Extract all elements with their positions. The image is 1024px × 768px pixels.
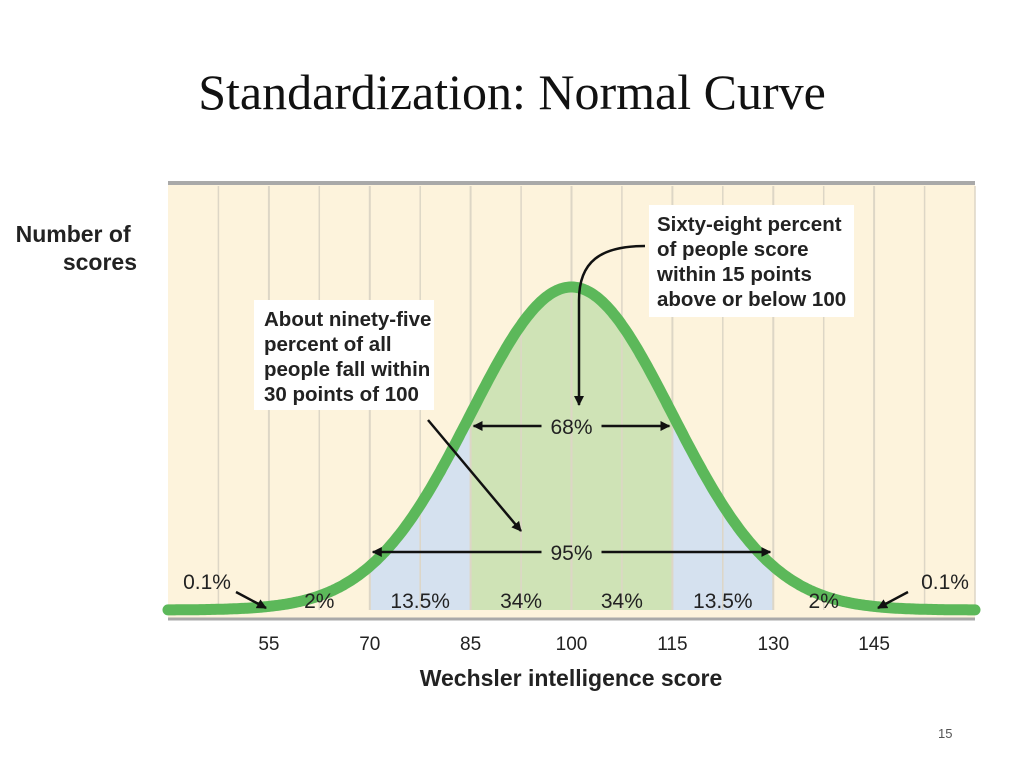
callout-95-line-4: 30 points of 100 <box>264 383 419 406</box>
callout-68-line-2: of people score <box>657 238 809 261</box>
region-label-1: 2% <box>304 590 334 613</box>
region-label-7: 0.1% <box>921 571 969 594</box>
region-label-4: 34% <box>601 590 643 613</box>
page-number: 15 <box>938 726 953 741</box>
region-label-6: 2% <box>809 590 839 613</box>
range-arrow-label-1: 95% <box>550 542 592 565</box>
x-tick-label-55: 55 <box>258 634 279 655</box>
callout-68-line-3: within 15 points <box>656 263 812 286</box>
normal-curve <box>162 281 981 616</box>
region-label-5: 13.5% <box>693 590 753 613</box>
x-tick-label-130: 130 <box>757 634 789 655</box>
callout-68-line-4: above or below 100 <box>657 288 846 311</box>
x-tick-label-85: 85 <box>460 634 481 655</box>
x-tick-label-115: 115 <box>657 634 687 655</box>
y-axis-label-line-2: scores <box>63 249 137 275</box>
callout-68-line-1: Sixty-eight percent <box>657 213 842 236</box>
callout-95-line-2: percent of all <box>264 333 392 356</box>
callout-95-box <box>254 300 434 410</box>
callout-95-text: About ninety-five percent of all people … <box>264 308 437 406</box>
tail-pointer-left <box>235 590 267 610</box>
range-arrow-label-0: 68% <box>550 416 592 439</box>
region-label-2: 13.5% <box>390 590 450 613</box>
callout-95-line-3: people fall within <box>264 358 430 381</box>
x-axis-label: Wechsler intelligence score <box>420 665 723 691</box>
callout-95-pointer <box>427 419 522 532</box>
x-tick-label-70: 70 <box>359 634 380 655</box>
callout-68-pointer <box>574 244 646 406</box>
y-axis-label-line-1: Number of <box>16 221 131 247</box>
tail-pointer-right <box>877 590 909 610</box>
region-label-3: 34% <box>500 590 542 613</box>
region-label-0: 0.1% <box>183 571 231 594</box>
callout-68-box <box>649 205 854 317</box>
x-tick-label-100: 100 <box>556 634 588 655</box>
slide-title: Standardization: Normal Curve <box>198 64 826 120</box>
y-axis-label: Number of scores <box>16 221 137 275</box>
callout-68-text: Sixty-eight percent of people score with… <box>656 213 847 311</box>
x-tick-label-145: 145 <box>858 634 890 655</box>
callout-95-line-1: About ninety-five <box>264 308 431 331</box>
